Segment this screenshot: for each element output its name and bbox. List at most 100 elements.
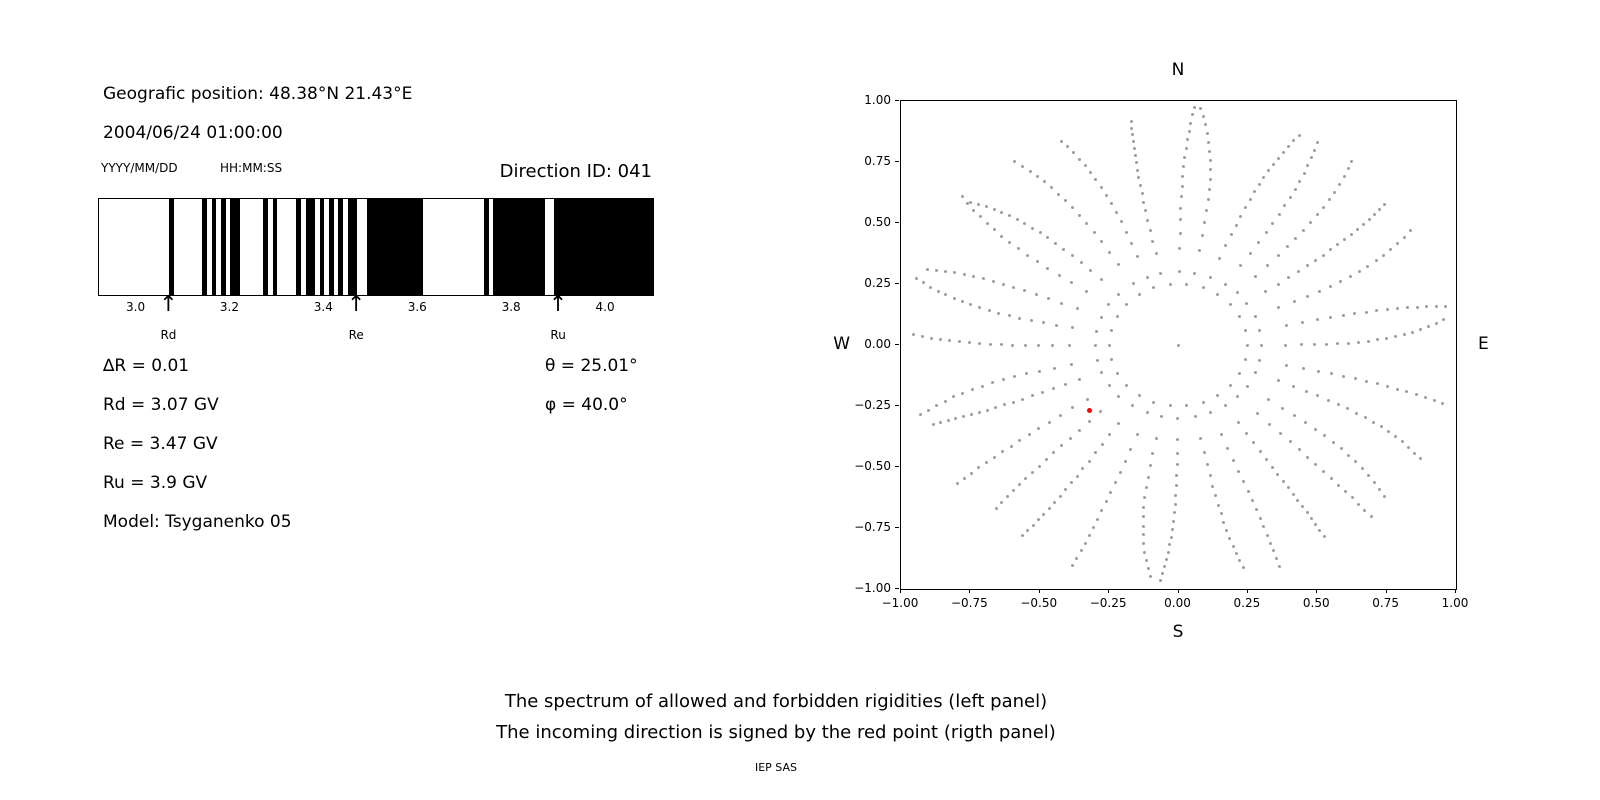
scatter-dot	[1245, 384, 1249, 388]
scatter-dot	[1123, 459, 1127, 463]
scatter-dot	[1182, 165, 1186, 169]
scatter-dot	[1012, 285, 1016, 289]
scatter-dot	[1030, 394, 1034, 398]
scatter-dot	[1013, 160, 1017, 164]
scatter-dot	[952, 395, 956, 399]
scatter-dot	[1305, 264, 1309, 268]
scatter-dot	[1036, 518, 1040, 522]
y-axis-tick	[895, 161, 899, 162]
scatter-dot	[1198, 106, 1202, 110]
scatter-dot	[1328, 284, 1332, 288]
scatter-dot	[1343, 490, 1347, 494]
scatter-dot	[1442, 318, 1446, 322]
scatter-dot	[1286, 486, 1290, 490]
scatter-dot	[1298, 179, 1302, 183]
scatter-dot	[1141, 533, 1145, 537]
scatter-dot	[1306, 456, 1310, 459]
allowed-rigidity-band	[272, 199, 278, 295]
y-axis-tick-label: 0.25	[864, 276, 891, 290]
scatter-dot	[1035, 260, 1039, 264]
scatter-dot	[1228, 536, 1232, 540]
scatter-dot	[978, 215, 982, 219]
scatter-dot	[1172, 511, 1176, 515]
scatter-dot	[1347, 453, 1351, 457]
x-axis-tick-label: −1.00	[881, 596, 919, 610]
scatter-dot	[1264, 231, 1268, 235]
x-axis-tick-label: −0.75	[950, 596, 988, 610]
scatter-dot	[1252, 441, 1256, 445]
scatter-dot	[1204, 123, 1208, 127]
scatter-dot	[1159, 415, 1163, 419]
scatter-dot	[1313, 258, 1317, 262]
scatter-dot	[1239, 214, 1243, 218]
scatter-dot	[1301, 366, 1305, 370]
scatter-dot	[1042, 512, 1046, 516]
scatter-dot	[1249, 251, 1253, 255]
scatter-dot	[1336, 483, 1340, 487]
scatter-dot	[1023, 289, 1027, 293]
scatter-dot	[1207, 140, 1211, 144]
y-axis-tick	[895, 466, 899, 467]
scatter-dot	[1314, 523, 1318, 527]
scatter-dot	[1296, 270, 1300, 274]
scatter-dot	[1276, 156, 1280, 160]
scatter-dot	[1070, 281, 1074, 285]
scatter-dot	[1071, 564, 1075, 568]
scatter-dot	[1333, 190, 1337, 194]
scatter-dot	[1205, 463, 1209, 467]
scatter-dot	[1218, 256, 1222, 260]
scatter-dot	[1100, 509, 1104, 513]
scatter-dot	[1302, 229, 1306, 233]
scatter-dot	[1238, 315, 1242, 319]
scatter-dot	[1309, 221, 1313, 225]
scatter-dot	[1264, 290, 1268, 294]
allowed-rigidity-band	[493, 199, 545, 295]
scatter-dot	[1331, 440, 1335, 444]
scatter-dot	[1060, 444, 1064, 448]
scatter-dot	[1115, 315, 1119, 319]
scatter-dot	[1423, 396, 1427, 400]
scatter-dot	[1185, 404, 1189, 408]
direction-scatter-plot	[900, 100, 1457, 590]
scatter-dot	[976, 202, 980, 206]
datetime-text: 2004/06/24 01:00:00	[103, 123, 283, 143]
scatter-dot	[1099, 410, 1103, 414]
scatter-dot	[1316, 394, 1320, 398]
scatter-dot	[1254, 274, 1258, 278]
marker-label: Rd	[160, 328, 177, 342]
scatter-dot	[1041, 321, 1045, 325]
scatter-dot	[1242, 480, 1246, 484]
scatter-dot	[992, 455, 996, 459]
scatter-dot	[1277, 305, 1281, 309]
scatter-dot	[1336, 243, 1340, 247]
scatter-dot	[1272, 549, 1276, 553]
scatter-dot	[1144, 209, 1148, 213]
x-axis-tick	[969, 589, 971, 593]
scatter-dot	[1301, 505, 1304, 509]
scatter-dot	[1071, 206, 1075, 210]
delta-r-text: ∆R = 0.01	[103, 356, 190, 376]
scatter-dot	[1175, 451, 1179, 455]
scatter-dot	[931, 422, 935, 426]
incoming-direction-red-dot	[1087, 408, 1093, 414]
scatter-dot	[997, 311, 1001, 315]
scatter-dot	[1318, 528, 1322, 532]
scatter-dot	[1177, 343, 1180, 347]
scatter-dot	[1133, 154, 1137, 158]
scatter-dot	[1046, 236, 1050, 240]
scatter-dot	[1434, 321, 1438, 325]
scatter-dot	[1136, 168, 1140, 172]
scatter-dot	[1324, 342, 1328, 346]
scatter-dot	[1083, 541, 1087, 545]
scatter-dot	[1158, 579, 1162, 582]
scatter-dot	[1020, 534, 1024, 538]
scatter-dot	[1276, 282, 1280, 286]
y-axis-tick	[895, 527, 899, 528]
scatter-dot	[981, 277, 985, 281]
scatter-dot	[1085, 397, 1089, 401]
scatter-dot	[1151, 239, 1155, 243]
scatter-dot	[966, 201, 970, 205]
scatter-dot	[946, 419, 950, 423]
scatter-dot	[1077, 428, 1081, 432]
scatter-dot	[1100, 240, 1104, 244]
